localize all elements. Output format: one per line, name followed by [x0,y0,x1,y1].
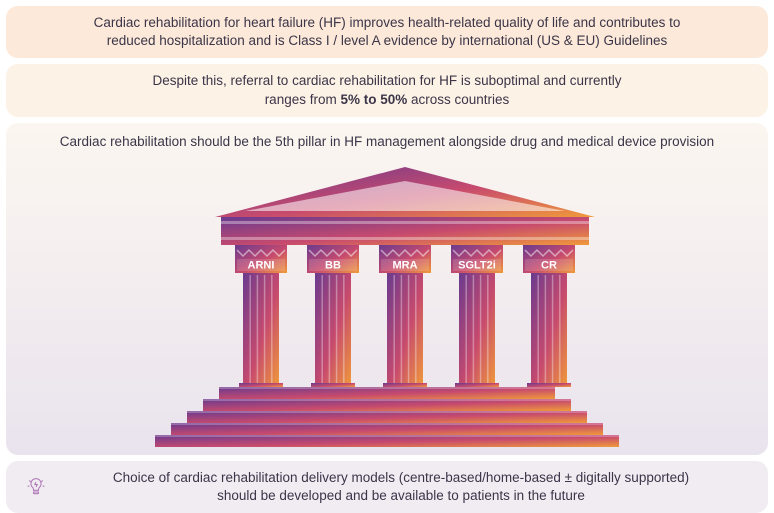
box1-line2: reduced hospitalization and is Class I /… [107,33,668,48]
box2-line1: Despite this, referral to cardiac rehabi… [153,73,622,88]
pillar-label-bb: BB [325,259,341,271]
lightbulb-icon [26,477,46,497]
box4-line1: Choice of cardiac rehabilitation deliver… [113,470,689,485]
box2-line2-post: across countries [407,92,509,107]
intro-box-2: Despite this, referral to cardiac rehabi… [6,64,768,116]
box2-line2-bold: 5% to 50% [340,92,407,107]
temple-svg: ARNI BB MRA SGLT2i CR [147,159,627,447]
temple-diagram: ARNI BB MRA SGLT2i CR [6,159,768,447]
pillar-label-arni: ARNI [248,259,275,271]
pillar-label-mra: MRA [392,259,417,271]
bottom-box: Choice of cardiac rehabilitation deliver… [6,461,768,513]
pillar-label-sglt2i: SGLT2i [458,259,496,271]
box2-line2-pre: ranges from [265,92,341,107]
box4-line2: should be developed and be available to … [217,488,585,503]
box3-title: Cardiac rehabilitation should be the 5th… [60,134,714,149]
box1-line1: Cardiac rehabilitation for heart failure… [94,15,681,30]
main-pillar-box: Cardiac rehabilitation should be the 5th… [6,123,768,455]
pillar-label-cr: CR [541,259,557,271]
intro-box-1: Cardiac rehabilitation for heart failure… [6,6,768,58]
